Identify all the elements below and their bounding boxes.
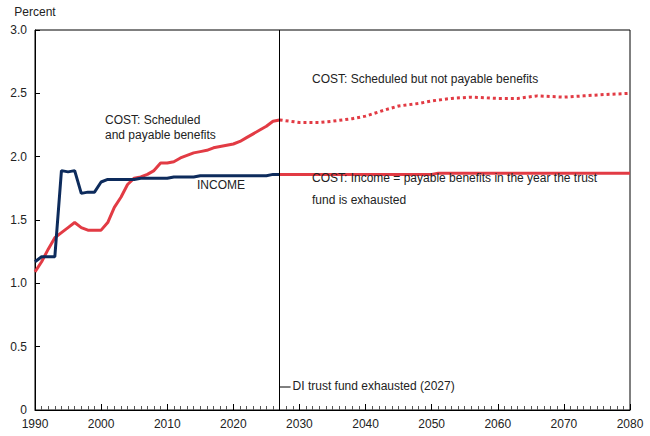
svg-text:2050: 2050 <box>418 417 445 431</box>
svg-text:COST: Scheduled but not payabl: COST: Scheduled but not payable benefits <box>312 72 538 86</box>
svg-text:fund is exhausted: fund is exhausted <box>312 193 406 207</box>
svg-text:INCOME: INCOME <box>197 178 245 192</box>
svg-text:Percent: Percent <box>14 5 56 19</box>
svg-text:2080: 2080 <box>617 417 644 431</box>
svg-text:COST: Scheduled: COST: Scheduled <box>105 113 200 127</box>
svg-text:2000: 2000 <box>88 417 115 431</box>
svg-text:2030: 2030 <box>286 417 313 431</box>
svg-text:2020: 2020 <box>220 417 247 431</box>
svg-text:and payable benefits: and payable benefits <box>105 128 216 142</box>
svg-text:1.5: 1.5 <box>10 213 27 227</box>
svg-text:2.5: 2.5 <box>10 86 27 100</box>
svg-text:2.0: 2.0 <box>10 150 27 164</box>
svg-text:2010: 2010 <box>154 417 181 431</box>
svg-text:2070: 2070 <box>551 417 578 431</box>
svg-text:3.0: 3.0 <box>10 23 27 37</box>
svg-text:1.0: 1.0 <box>10 276 27 290</box>
svg-text:0: 0 <box>20 403 27 417</box>
svg-text:COST: Income = payable benefit: COST: Income = payable benefits in the y… <box>312 171 598 185</box>
svg-text:2040: 2040 <box>352 417 379 431</box>
svg-text:1990: 1990 <box>22 417 49 431</box>
svg-text:DI trust fund exhausted (2027): DI trust fund exhausted (2027) <box>293 379 455 393</box>
svg-text:0.5: 0.5 <box>10 340 27 354</box>
svg-text:2060: 2060 <box>484 417 511 431</box>
